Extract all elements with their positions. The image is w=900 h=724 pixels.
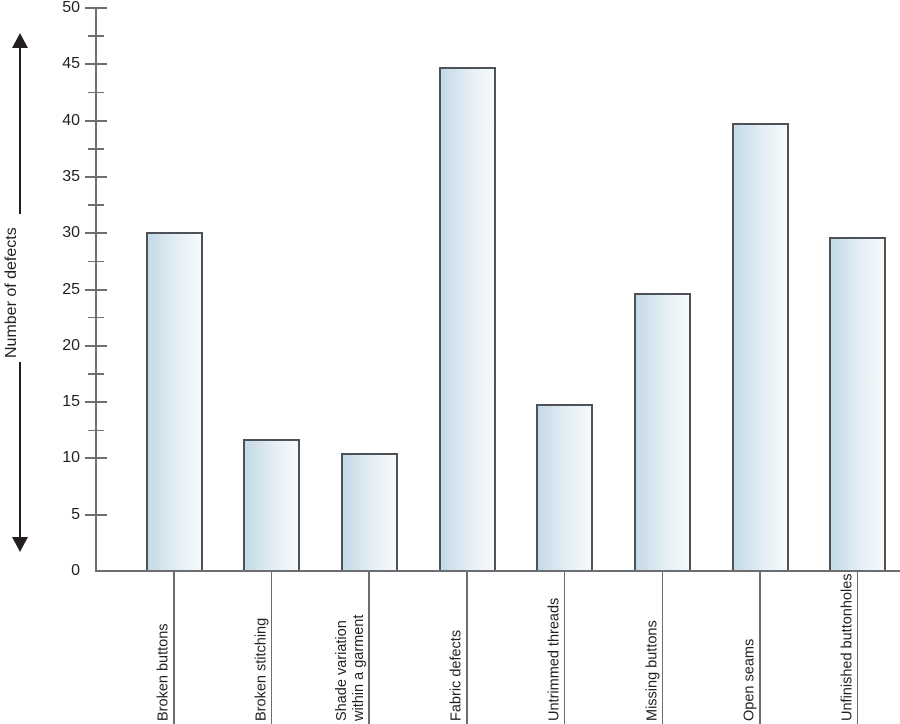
arrow-line-lower [19,362,21,538]
arrow-line-upper [19,47,21,214]
y-axis-minor-tick [88,35,104,37]
y-axis-title: Number of defects [3,227,20,358]
y-axis-tick-label: 10 [62,449,80,467]
chart-bar [145,232,203,572]
y-axis-tick-label: 30 [62,224,80,242]
y-axis-tick [85,344,107,347]
y-axis-tick-label: 35 [62,167,80,185]
y-axis-tick [85,175,107,178]
chart-bar [829,236,887,572]
chart-bar [243,439,301,572]
chart-bar [536,404,594,572]
y-axis-minor-tick [88,260,104,263]
y-axis-tick [85,232,107,235]
y-axis-minor-tick [88,316,104,319]
category-leader-line [466,571,468,724]
category-label: Shade variation within a garment [334,614,367,721]
y-axis-minor-tick [88,429,104,431]
category-leader-line [368,571,370,724]
chart-bar [438,66,496,572]
category-leader-line [270,571,273,724]
category-label: Fabric defects [448,629,465,721]
y-axis-tick [85,63,107,66]
category-label: Open seams [741,638,758,721]
y-axis-minor-tick [88,148,104,150]
y-axis-tick-label: 20 [62,336,80,354]
x-axis-line [95,570,900,572]
category-leader-line [856,571,859,724]
y-axis-minor-tick [88,204,104,206]
category-leader-line [661,571,664,724]
y-axis-tick [85,457,107,460]
category-leader-line [173,571,175,724]
arrow-down-icon [12,537,28,552]
category-label: Broken stitching [253,617,270,721]
y-axis-tick-label: 0 [71,562,80,579]
chart-bar [340,452,398,572]
category-leader-line [563,571,566,724]
y-axis-minor-tick [88,91,104,94]
y-axis-tick-label: 40 [62,111,80,129]
y-axis-tick-label: 45 [62,55,80,73]
y-axis-tick [85,513,107,516]
category-label: Unfinished buttonholes [839,573,856,721]
category-leader-line [759,571,761,724]
category-label: Missing buttons [644,620,661,721]
y-axis-tick [85,401,107,404]
arrow-up-icon [12,33,28,48]
y-axis-tick [85,119,107,122]
y-axis-tick-label: 25 [62,280,80,298]
y-axis-tick-label: 15 [62,393,80,411]
y-axis-tick [85,7,107,9]
y-axis-tick [85,288,107,291]
category-label: Broken buttons [155,623,172,721]
chart-bar [634,292,692,572]
y-axis-tick-label: 5 [71,505,80,523]
chart-bar [731,122,789,572]
category-label: Untrimmed threads [546,597,563,721]
y-axis-minor-tick [88,373,104,375]
y-axis-tick-label: 50 [62,0,80,16]
